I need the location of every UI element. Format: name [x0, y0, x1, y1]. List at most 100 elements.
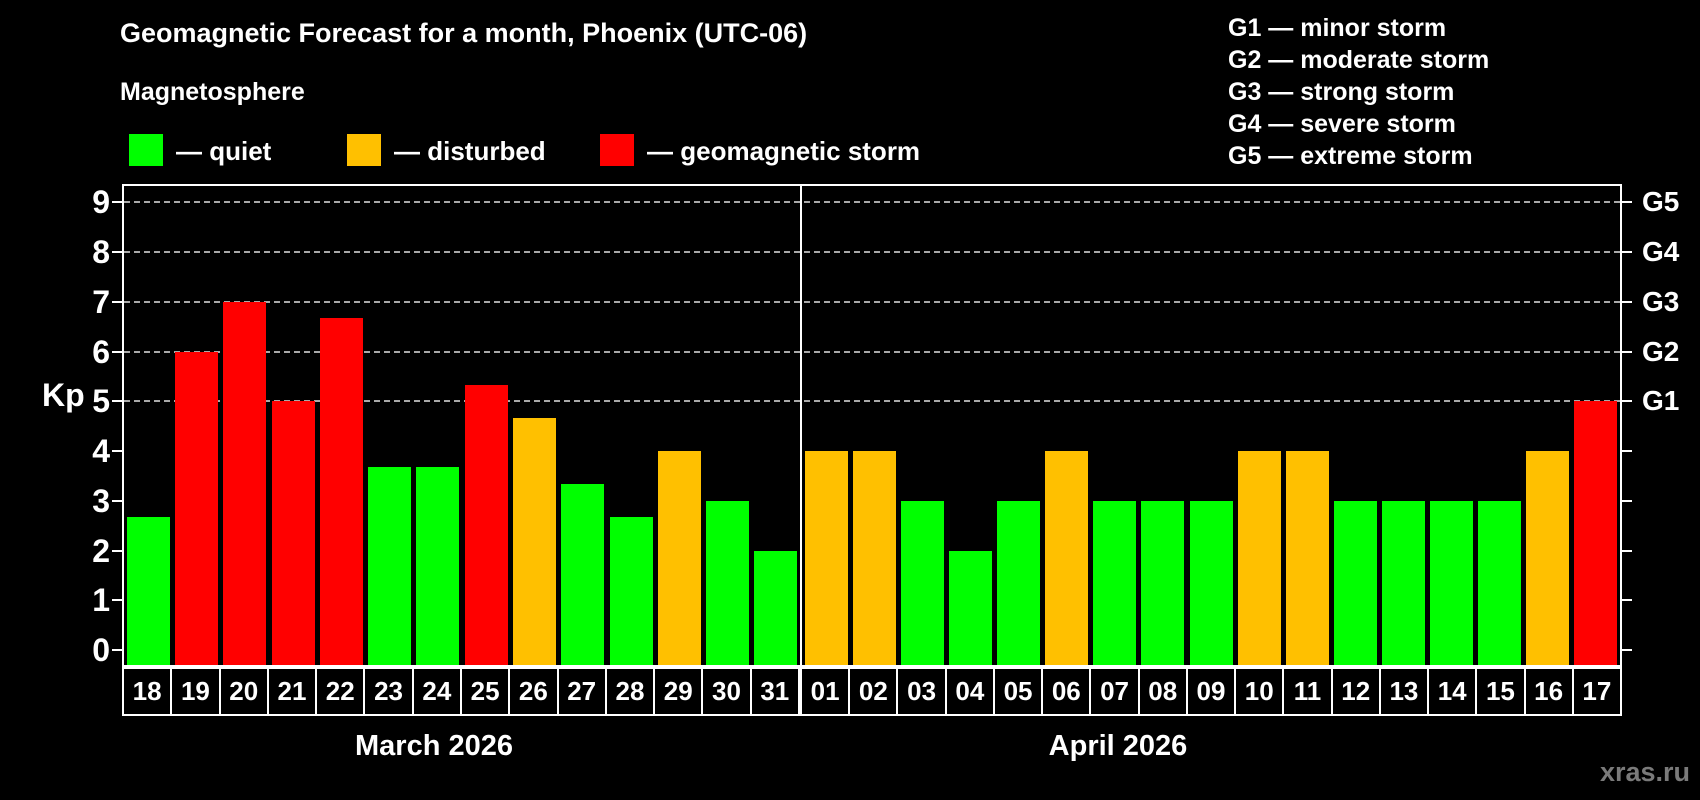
kp-bar-23: [368, 467, 412, 665]
day-label-18: 18: [122, 667, 173, 716]
y-axis-title: Kp: [42, 377, 85, 413]
day-label-24: 24: [411, 667, 462, 716]
right-axis-label-g4: G4: [1642, 236, 1680, 268]
day-label-20: 20: [218, 667, 269, 716]
right-tick-2: [1622, 549, 1632, 552]
day-label-10: 10: [1234, 667, 1285, 716]
march-day-labels-row: 18 19 20 21 22 23 24 25 26 27 28 29 30 31: [122, 667, 800, 716]
kp-bar-22: [319, 318, 363, 665]
kp-bar-30: [706, 500, 750, 665]
day-label-21: 21: [266, 667, 318, 716]
y-axis-label-6: 6: [92, 333, 110, 370]
chart-title: Geomagnetic Forecast for a month, Phoeni…: [120, 18, 808, 48]
kp-bar-29: [657, 451, 701, 665]
right-tick-9: [1622, 201, 1632, 204]
g2-scale-line: G2 — moderate storm: [1228, 46, 1490, 74]
right-tick-5: [1622, 400, 1632, 403]
right-tick-0: [1622, 649, 1632, 651]
kp-bar-03: [900, 500, 944, 665]
quiet-color-swatch: [129, 134, 163, 166]
kp-bar-05: [997, 500, 1041, 665]
day-label-05: 05: [992, 667, 1044, 716]
y-axis-label-7: 7: [92, 283, 110, 320]
left-tick-4: [112, 450, 122, 453]
disturbed-legend-label: — disturbed: [394, 136, 546, 166]
kp-bar-25: [464, 384, 508, 665]
right-tick-3: [1622, 499, 1632, 502]
quiet-legend-label: — quiet: [176, 136, 272, 166]
kp-bar-16: [1526, 451, 1570, 665]
day-label-25: 25: [459, 667, 511, 716]
plot-area: [122, 184, 1622, 667]
kp-bar-20: [223, 301, 267, 665]
kp-bar-02: [852, 451, 896, 665]
kp-bar-11: [1285, 451, 1329, 665]
y-axis-label-4: 4: [92, 433, 110, 470]
day-label-28: 28: [604, 667, 656, 716]
right-tick-1: [1622, 599, 1632, 602]
day-label-06: 06: [1041, 667, 1092, 716]
april-month-label: April 2026: [1048, 730, 1188, 762]
kp-bar-31: [754, 550, 798, 665]
y-axis-label-2: 2: [92, 532, 110, 569]
left-tick-0: [112, 649, 122, 651]
left-tick-8: [112, 251, 122, 254]
kp-bar-01: [804, 451, 848, 665]
kp-bar-28: [609, 517, 653, 665]
magnetosphere-label: Magnetosphere: [120, 78, 305, 106]
day-label-08: 08: [1137, 667, 1188, 716]
left-tick-5: [112, 400, 122, 403]
day-label-09: 09: [1185, 667, 1237, 716]
day-label-31: 31: [749, 667, 800, 716]
storm-legend-label: — geomagnetic storm: [647, 136, 921, 166]
y-axis-label-5: 5: [92, 383, 110, 420]
day-label-26: 26: [508, 667, 559, 716]
kp-bar-15: [1478, 500, 1522, 665]
kp-bar-12: [1333, 500, 1377, 665]
day-label-30: 30: [701, 667, 752, 716]
kp-bar-18: [126, 517, 170, 665]
day-label-04: 04: [944, 667, 995, 716]
day-label-14: 14: [1427, 667, 1478, 716]
kp-bar-26: [512, 417, 556, 665]
left-tick-1: [112, 599, 122, 602]
day-label-11: 11: [1282, 667, 1333, 716]
gridline-kp5: [124, 400, 1620, 403]
day-label-12: 12: [1330, 667, 1381, 716]
day-label-16: 16: [1523, 667, 1574, 716]
day-label-29: 29: [653, 667, 704, 716]
march-month-label: March 2026: [355, 730, 513, 762]
left-tick-7: [112, 300, 122, 303]
kp-bar-17: [1574, 401, 1618, 665]
g3-scale-line: G3 — strong storm: [1228, 78, 1455, 106]
g5-scale-line: G5 — extreme storm: [1228, 142, 1473, 170]
right-axis-label-g3: G3: [1642, 285, 1680, 317]
kp-bar-27: [561, 484, 605, 665]
y-axis-label-3: 3: [92, 482, 110, 519]
kp-bar-07: [1093, 500, 1137, 665]
day-label-15: 15: [1475, 667, 1526, 716]
y-axis-label-8: 8: [92, 234, 110, 271]
kp-bar-14: [1430, 500, 1474, 665]
day-label-23: 23: [363, 667, 414, 716]
day-label-19: 19: [170, 667, 221, 716]
y-axis-label-0: 0: [92, 632, 110, 668]
right-axis-label-g5: G5: [1642, 186, 1680, 218]
storm-scale-legend: G1 — minor storm G2 — moderate storm G3 …: [1228, 12, 1489, 172]
day-label-01: 01: [800, 667, 851, 716]
kp-bar-24: [416, 467, 460, 665]
kp-bar-09: [1189, 500, 1233, 665]
day-label-13: 13: [1378, 667, 1430, 716]
day-label-17: 17: [1571, 667, 1622, 716]
right-axis-label-g2: G2: [1642, 335, 1680, 367]
left-tick-2: [112, 549, 122, 552]
day-label-03: 03: [896, 667, 947, 716]
storm-color-swatch: [600, 134, 634, 166]
kp-bar-08: [1141, 500, 1185, 665]
right-tick-4: [1622, 450, 1632, 453]
gridline-kp7: [124, 300, 1620, 303]
g1-scale-line: G1 — minor storm: [1228, 14, 1447, 42]
disturbed-color-swatch: [347, 134, 381, 166]
day-label-22: 22: [315, 667, 366, 716]
